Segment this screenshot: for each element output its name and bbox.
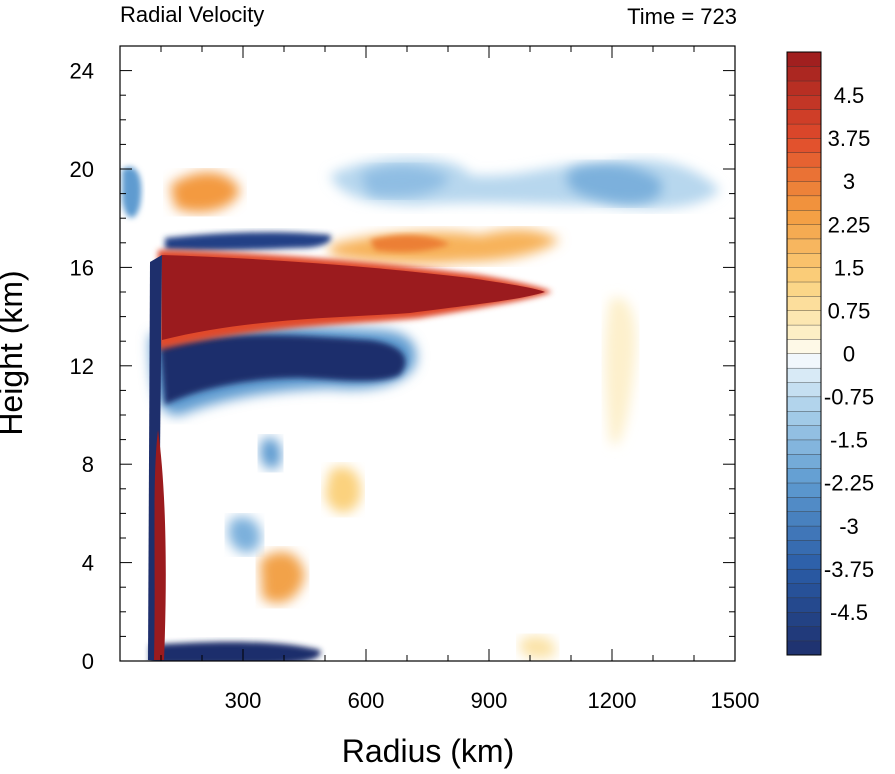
- weak-inflow-lower-2: [260, 437, 282, 470]
- colorbar-swatch: [786, 353, 822, 369]
- weak-inflow-lower: [228, 516, 261, 553]
- colorbar-swatch: [786, 80, 822, 96]
- upper-left-outflow: [170, 172, 240, 213]
- weak-outflow-lower: [260, 551, 305, 604]
- y-tick-label: 0: [82, 649, 94, 674]
- colorbar-tick-label: 1.5: [834, 255, 865, 280]
- x-axis-label: Radius (km): [342, 733, 514, 769]
- colorbar-tick-label: 4.5: [834, 83, 865, 108]
- colorbar-frame: [786, 51, 822, 656]
- colorbar-tick-label: 3.75: [828, 126, 871, 151]
- weak-outflow-lower-2: [325, 466, 361, 513]
- colorbar-swatch: [786, 66, 822, 82]
- colorbar-swatch: [786, 640, 822, 656]
- colorbar-swatch: [786, 324, 822, 340]
- colorbar-tick-label: -0.75: [824, 385, 874, 410]
- colorbar-tick-label: -3.75: [824, 557, 874, 582]
- upper-inflow-core: [566, 163, 662, 204]
- outflow-core: [162, 255, 545, 340]
- colorbar-tick-label: -2.25: [824, 471, 874, 496]
- colorbar-swatch: [786, 252, 822, 268]
- right-weak-outflow: [605, 297, 636, 446]
- colorbar-swatch: [786, 94, 822, 110]
- colorbar-swatch: [786, 554, 822, 570]
- colorbar-swatch: [786, 597, 822, 613]
- upper-left-inflow: [122, 166, 142, 218]
- colorbar-tick-label: -3: [839, 514, 859, 539]
- colorbar-swatch: [786, 295, 822, 311]
- colorbar-swatch: [786, 425, 822, 441]
- time-label: Time = 723: [627, 4, 737, 29]
- colorbar-swatch: [786, 310, 822, 326]
- outflow-aloft-core: [370, 235, 450, 252]
- colorbar-swatch: [786, 137, 822, 153]
- colorbar-swatch: [786, 539, 822, 556]
- colorbar-swatch: [786, 611, 822, 627]
- y-tick-label: 16: [70, 255, 94, 280]
- colorbar-swatch: [786, 166, 822, 182]
- y-axis: 0 4 8 12 16 20 24: [70, 45, 735, 674]
- colorbar-swatch: [786, 281, 822, 297]
- colorbar-swatch: [786, 568, 822, 584]
- colorbar-swatch: [786, 496, 822, 512]
- colorbar-swatch: [786, 525, 822, 541]
- colorbar-swatch: [786, 583, 822, 599]
- x-tick-label: 300: [225, 688, 262, 713]
- colorbar-swatch: [786, 123, 822, 139]
- colorbar-swatch: [786, 396, 822, 412]
- colorbar-swatch: [786, 453, 822, 469]
- colorbar-tick-label: 3: [843, 169, 855, 194]
- colorbar-swatch: [786, 209, 822, 225]
- x-tick-label: 1500: [711, 688, 760, 713]
- colorbar-tick-label: 2.25: [828, 212, 871, 237]
- colorbar-swatch: [786, 238, 822, 254]
- colorbar-swatch: [786, 511, 822, 527]
- colorbar-swatch: [786, 382, 822, 398]
- y-tick-label: 24: [70, 59, 94, 84]
- plot-frame: [119, 45, 736, 662]
- colorbar-swatch: [786, 195, 822, 211]
- colorbar-swatch: [786, 468, 822, 484]
- colorbar-swatch: [786, 181, 822, 197]
- x-axis: 300 600 900 1200 1500: [160, 46, 760, 713]
- colorbar: 4.5 3.75 3 2.25 1.5 0.75 0 -0.75 -1.5 -2.25 -3 -3.7…: [786, 51, 874, 656]
- x-tick-label: 600: [348, 688, 385, 713]
- colorbar-swatch: [786, 109, 822, 125]
- colorbar-swatch: [786, 267, 822, 283]
- y-tick-label: 12: [70, 354, 94, 379]
- y-tick-label: 8: [82, 452, 94, 477]
- colorbar-swatch: [786, 439, 822, 455]
- x-tick-label: 900: [471, 688, 508, 713]
- colorbar-swatch: [786, 152, 822, 168]
- inflow-above-outflow: [165, 232, 331, 251]
- colorbar-swatch: [786, 626, 822, 642]
- colorbar-swatch: [786, 367, 822, 383]
- colorbar-tick-label: -4.5: [830, 600, 868, 625]
- y-tick-label: 4: [82, 551, 94, 576]
- colorbar-tick-label: -1.5: [830, 428, 868, 453]
- near-surface-inflow: [150, 641, 321, 661]
- y-tick-label: 20: [70, 157, 94, 182]
- bottom-right-weak-outflow: [520, 635, 556, 659]
- colorbar-swatch: [786, 224, 822, 240]
- colorbar-tick-label: 0.75: [828, 298, 871, 323]
- colorbar-swatch: [786, 51, 822, 67]
- midlevel-inflow-core: [160, 335, 406, 405]
- colorbar-swatch: [786, 410, 822, 426]
- upper-inflow-core-2: [360, 165, 450, 197]
- colorbar-swatch: [786, 338, 822, 354]
- velocity-field: [122, 158, 720, 661]
- x-tick-label: 1200: [588, 688, 637, 713]
- colorbar-swatch: [786, 482, 822, 498]
- y-axis-label: Height (km): [0, 270, 29, 435]
- colorbar-tick-label: 0: [843, 342, 855, 367]
- chart-title: Radial Velocity: [120, 2, 264, 27]
- eyewall-outflow: [154, 430, 166, 660]
